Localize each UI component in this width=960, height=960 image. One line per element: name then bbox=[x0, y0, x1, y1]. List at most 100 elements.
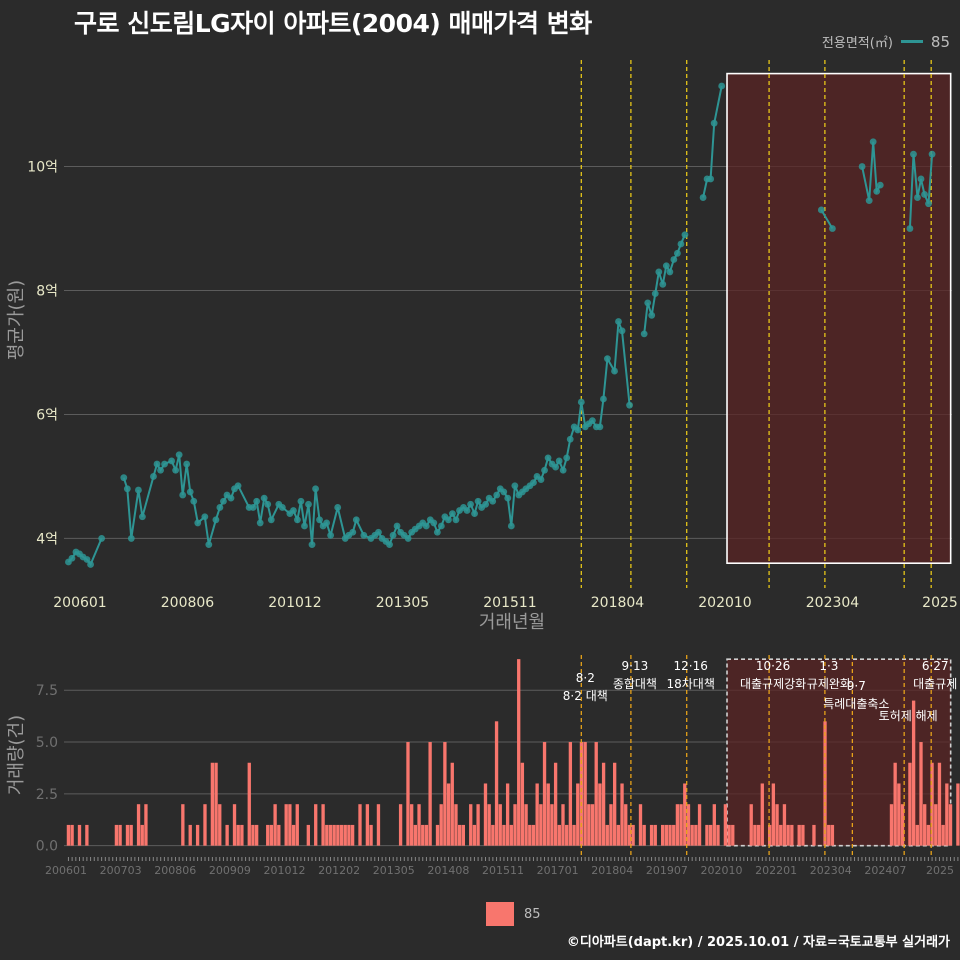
volume-bar bbox=[568, 742, 573, 846]
data-point bbox=[294, 516, 301, 524]
data-point bbox=[504, 494, 512, 502]
volume-bar bbox=[417, 804, 421, 846]
y-tick-label: 2.5 bbox=[36, 787, 58, 803]
data-point bbox=[674, 249, 681, 257]
data-point bbox=[574, 426, 582, 434]
y-tick-label: 4억 bbox=[36, 531, 58, 547]
volume-bar bbox=[934, 804, 938, 846]
data-point bbox=[433, 528, 441, 536]
volume-bar bbox=[343, 824, 347, 846]
volume-bar bbox=[291, 824, 296, 846]
policy-date-label: 8·2 bbox=[576, 671, 595, 685]
volume-bar bbox=[66, 824, 71, 846]
volume-bar bbox=[539, 804, 543, 846]
data-point bbox=[588, 417, 596, 425]
volume-bar bbox=[697, 804, 702, 846]
data-point bbox=[183, 460, 191, 468]
series-line-85 bbox=[122, 321, 631, 547]
data-point bbox=[611, 367, 618, 375]
y-axis-title: 거래량(건) bbox=[6, 715, 27, 795]
volume-bar bbox=[731, 824, 735, 846]
volume-bar bbox=[550, 804, 554, 846]
volume-bar bbox=[830, 824, 835, 846]
data-point bbox=[555, 457, 563, 465]
volume-bar bbox=[583, 742, 587, 846]
volume-bar bbox=[531, 824, 536, 846]
volume-bar bbox=[775, 804, 779, 846]
data-point bbox=[566, 435, 574, 443]
volume-bar bbox=[723, 804, 728, 846]
volume-bar bbox=[273, 804, 277, 846]
volume-bar bbox=[675, 804, 680, 846]
data-point bbox=[301, 522, 308, 530]
volume-bar bbox=[181, 804, 185, 846]
legend-line-swatch bbox=[900, 40, 923, 43]
volume-bar bbox=[118, 824, 122, 846]
volume-bar bbox=[347, 824, 351, 846]
volume-bar bbox=[638, 804, 643, 846]
volume-bar bbox=[339, 824, 344, 846]
data-point bbox=[205, 541, 213, 549]
data-point bbox=[541, 466, 548, 474]
policy-name-label: 대출규제강화 bbox=[740, 677, 806, 691]
volume-bar bbox=[956, 783, 960, 846]
volume-bar bbox=[350, 824, 355, 846]
volume-bar bbox=[528, 824, 532, 846]
volume-bar bbox=[410, 804, 414, 846]
data-point bbox=[135, 486, 142, 494]
volume-bar bbox=[557, 824, 561, 846]
x-tick-label: 201511 bbox=[482, 864, 524, 877]
volume-bar bbox=[247, 762, 251, 846]
volume-bar bbox=[461, 824, 466, 846]
data-point bbox=[873, 187, 881, 195]
data-point bbox=[659, 280, 667, 288]
data-point bbox=[404, 535, 412, 542]
volume-bar bbox=[365, 804, 370, 846]
volume-bar bbox=[439, 804, 443, 846]
data-point bbox=[500, 488, 508, 496]
data-point bbox=[530, 479, 537, 487]
volume-bar bbox=[642, 824, 646, 846]
data-point bbox=[267, 516, 275, 524]
volume-bar bbox=[240, 824, 244, 846]
volume-bar bbox=[786, 824, 790, 846]
volume-bar bbox=[620, 783, 624, 846]
volume-bar bbox=[457, 824, 462, 846]
policy-date-label: 12·16 bbox=[674, 659, 708, 673]
data-point bbox=[430, 519, 438, 527]
data-point bbox=[858, 163, 866, 170]
data-point bbox=[220, 497, 227, 505]
data-point bbox=[120, 474, 128, 482]
volume-bar bbox=[601, 762, 606, 846]
volume-bar bbox=[624, 804, 628, 846]
volume-bar bbox=[565, 824, 569, 846]
volume-bar bbox=[469, 804, 473, 846]
volume-bar bbox=[125, 824, 130, 846]
data-point bbox=[910, 150, 917, 158]
policy-date-label: 9·13 bbox=[622, 659, 649, 673]
x-tick-label: 202407 bbox=[864, 864, 906, 877]
data-point bbox=[256, 519, 264, 527]
volume-bar bbox=[613, 762, 617, 846]
x-tick-label: 201305 bbox=[373, 864, 415, 877]
volume-bar bbox=[941, 824, 945, 846]
data-point bbox=[876, 181, 884, 189]
data-point bbox=[604, 355, 611, 363]
y-tick-label: 6억 bbox=[36, 407, 58, 423]
data-point bbox=[190, 497, 198, 505]
data-point bbox=[537, 476, 545, 483]
volume-bar bbox=[266, 824, 270, 846]
volume-bar bbox=[609, 804, 613, 846]
policy-name-label: 토허제 해제 bbox=[879, 709, 938, 723]
volume-bar bbox=[369, 824, 373, 846]
policy-date-label: 9·7 bbox=[847, 679, 866, 693]
data-point bbox=[615, 318, 622, 325]
volume-bar bbox=[705, 824, 709, 846]
volume-bar bbox=[472, 824, 477, 846]
volume-bar bbox=[668, 824, 672, 846]
volume-bar bbox=[915, 824, 919, 846]
data-point bbox=[308, 541, 316, 549]
volume-bar bbox=[277, 824, 281, 846]
volume-bar bbox=[476, 804, 480, 846]
volume-bar bbox=[690, 824, 694, 846]
